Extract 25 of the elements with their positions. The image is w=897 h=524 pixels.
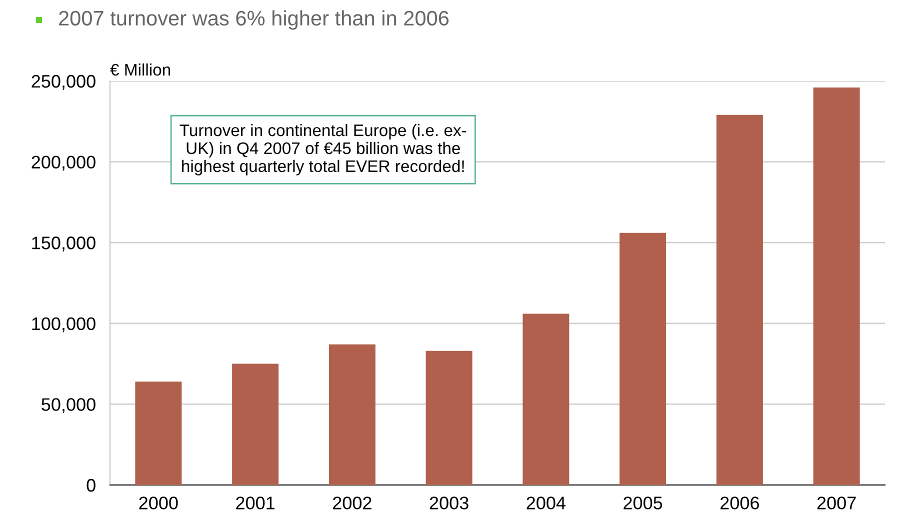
- chart-title: 2007 turnover was 6% higher than in 2006: [59, 10, 449, 30]
- x-tick-label: 2004: [526, 496, 566, 510]
- x-tick-label: 2006: [720, 496, 759, 510]
- y-tick-label: 150,000: [32, 236, 96, 252]
- bar: [426, 350, 472, 485]
- annotation: Turnover in continental Europe (i.e. ex- UK) in Q4 2007 of €45 billion was the highest quarterly total EVER recorded!: [180, 124, 466, 176]
- x-tick-label: 2000: [139, 496, 178, 510]
- x-tick-label: 2007: [817, 496, 856, 510]
- y-tick-label: 100,000: [32, 317, 96, 332]
- y-tick-label: 0: [86, 478, 96, 492]
- y-tick-label: 50,000: [42, 398, 96, 414]
- x-tick-label: 2003: [430, 496, 468, 510]
- bar: [813, 87, 860, 485]
- bar: [620, 232, 666, 485]
- y-tick-label: 250,000: [32, 74, 96, 90]
- x-tick-label: 2002: [333, 496, 372, 510]
- bar: [522, 314, 570, 485]
- bar: [328, 344, 376, 485]
- bar: [716, 114, 763, 485]
- y-axis-title: € Million: [110, 63, 170, 76]
- x-tick-label: 2001: [236, 496, 275, 510]
- x-tick-label: 2005: [624, 496, 662, 510]
- bar: [232, 364, 279, 485]
- y-tick-label: 200,000: [32, 156, 96, 171]
- bar: [135, 382, 182, 485]
